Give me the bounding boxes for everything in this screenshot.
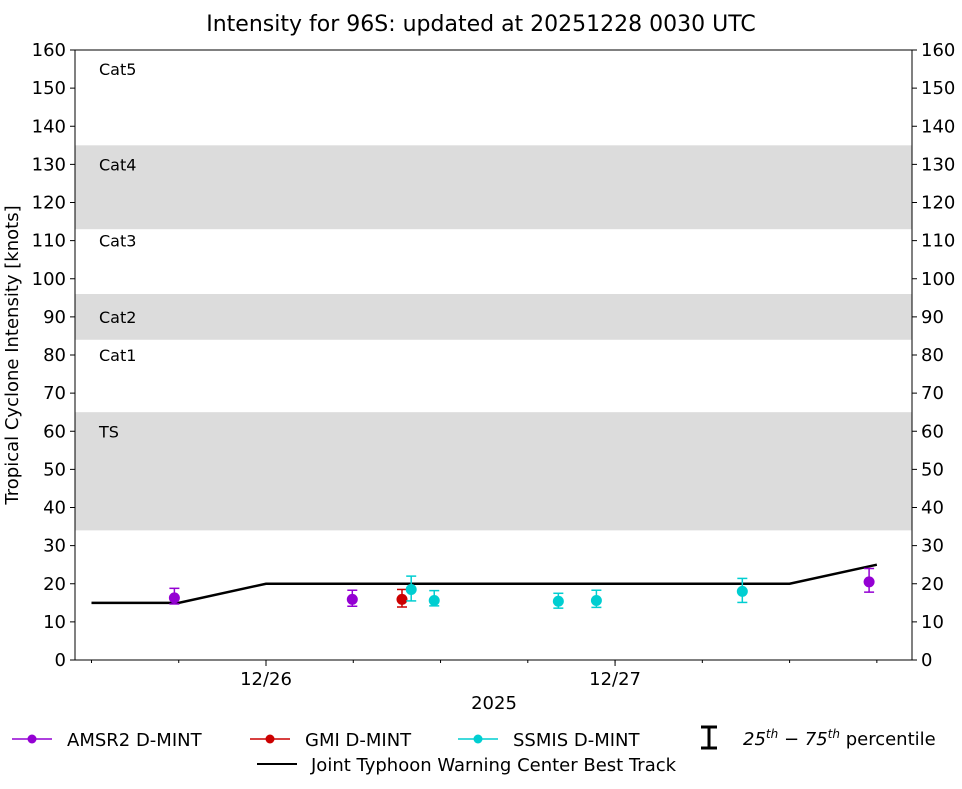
y-tick-label-left: 120 [32,193,66,214]
data-point-ssmis [405,575,417,602]
legend-marker [265,734,275,744]
marker [428,595,440,607]
y-tick-label-left: 110 [32,231,66,252]
y-tick-label-right: 160 [921,40,955,61]
category-band-cat2 [75,294,912,340]
legend-marker [27,734,37,744]
plot-frame [74,49,913,661]
y-tick-label-right: 90 [921,307,944,328]
y-tick-label-right: 120 [921,193,955,214]
y-tick-label-right: 80 [921,345,944,366]
y-tick-label-right: 140 [921,116,955,137]
y-tick-label-right: 10 [921,612,944,633]
category-label: Cat4 [99,155,136,174]
marker [396,593,408,605]
percentile-text-part: − 75 [778,729,827,750]
percentile-bar-icon [701,725,717,750]
percentile-text-part: th [828,727,840,741]
marker [405,583,417,595]
y-tick-label-left: 90 [43,307,66,328]
y-tick-label-left: 150 [32,78,66,99]
legend-item: Joint Typhoon Warning Center Best Track [257,755,677,776]
data-point-ssmis [736,577,748,604]
marker [736,585,748,597]
legend-marker [473,734,483,744]
category-label: Cat2 [99,308,136,327]
category-label: Cat5 [99,60,136,79]
marker [552,595,564,607]
legend-item: SSMIS D-MINT [458,730,640,751]
legend-item: GMI D-MINT [250,730,412,751]
y-tick-label-right: 0 [921,650,932,671]
legend-item-percentile: 25th − 75th percentile [701,725,936,750]
y-tick-label-right: 150 [921,78,955,99]
y-tick-label-left: 80 [43,345,66,366]
category-label: Cat1 [99,346,136,365]
y-tick-label-left: 100 [32,269,66,290]
y-tick-label-right: 30 [921,536,944,557]
marker [863,576,875,588]
data-point-ssmis [428,589,440,607]
legend-label: GMI D-MINT [305,730,412,751]
chart-title: Intensity for 96S: updated at 20251228 0… [206,12,756,37]
data-point-amsr2 [168,587,180,605]
y-tick-label-right: 60 [921,421,944,442]
y-tick-label-left: 140 [32,116,66,137]
x-tick-label: 12/27 [589,669,641,690]
y-tick-label-right: 110 [921,231,955,252]
x-tick-label: 12/26 [240,669,292,690]
y-tick-label-left: 30 [43,536,66,557]
legend-label: SSMIS D-MINT [513,730,640,751]
data-point-gmi [396,588,408,608]
y-tick-label-right: 40 [921,498,944,519]
y-tick-label-right: 70 [921,383,944,404]
category-label: TS [98,422,119,441]
y-tick-label-left: 160 [32,40,66,61]
y-tick-label-right: 100 [921,269,955,290]
data-point-ssmis [552,592,564,609]
percentile-text-part: th [766,727,778,741]
legend-item: AMSR2 D-MINT [12,730,203,751]
y-tick-label-left: 10 [43,612,66,633]
data-point-amsr2 [346,589,358,607]
marker [346,593,358,605]
y-tick-label-left: 130 [32,154,66,175]
y-tick-label-left: 20 [43,574,66,595]
category-band-cat4 [75,145,912,230]
y-tick-label-right: 50 [921,459,944,480]
y-tick-label-left: 50 [43,459,66,480]
legend-label-percentile: 25th − 75th percentile [743,727,936,750]
category-label: Cat3 [99,232,136,251]
y-tick-label-left: 40 [43,498,66,519]
y-tick-label-right: 20 [921,574,944,595]
y-tick-label-left: 60 [43,421,66,442]
y-tick-label-left: 0 [55,650,66,671]
percentile-text-part: 25 [743,729,766,750]
data-point-amsr2 [863,567,875,593]
marker [168,592,180,604]
best-track-line [91,563,878,605]
marker [590,595,602,607]
category-band-ts [75,412,912,531]
legend: AMSR2 D-MINT GMI D-MINT SSMIS D-MINT Joint … [12,725,936,776]
data-point-ssmis [590,589,602,609]
x-axis-label: 2025 [471,693,517,714]
legend-label: AMSR2 D-MINT [67,730,203,751]
y-axis-label: Tropical Cyclone Intensity [knots] [2,205,23,505]
legend-label: Joint Typhoon Warning Center Best Track [310,755,677,776]
y-tick-label-right: 130 [921,154,955,175]
y-tick-label-left: 70 [43,383,66,404]
percentile-text-part: percentile [840,729,936,750]
